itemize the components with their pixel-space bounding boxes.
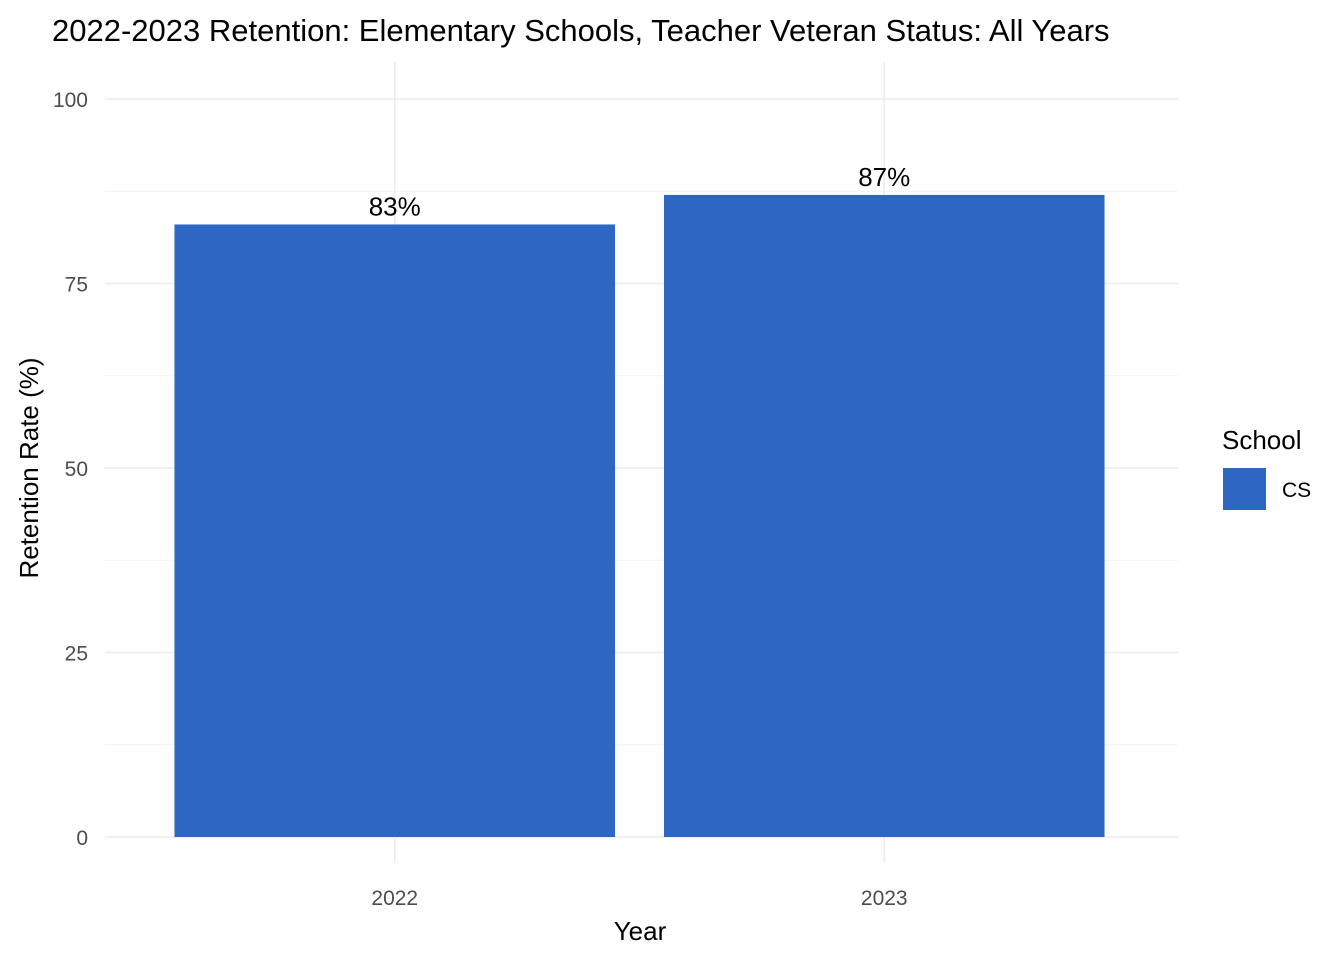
bar-2022: [174, 224, 616, 837]
data-labels: 83% 87%: [369, 162, 911, 222]
x-tick-label: 2022: [371, 887, 418, 910]
y-axis-ticks: 0 25 50 75 100: [53, 89, 88, 850]
legend-label-cs: CS: [1282, 479, 1311, 502]
y-tick-label: 50: [65, 458, 88, 481]
y-tick-label: 0: [76, 827, 88, 850]
y-tick-label: 100: [53, 89, 88, 112]
y-tick-label: 25: [65, 643, 88, 666]
y-axis-title: Retention Rate (%): [14, 357, 44, 578]
x-axis-title: Year: [614, 916, 667, 946]
x-tick-label: 2023: [861, 887, 908, 910]
bar-2023: [663, 194, 1105, 837]
data-label-2022: 83%: [369, 191, 421, 221]
legend: School CS: [1222, 425, 1311, 510]
y-tick-label: 75: [65, 274, 88, 297]
data-label-2023: 87%: [858, 162, 910, 192]
bars: [174, 194, 1105, 837]
legend-title: School: [1222, 425, 1302, 455]
x-axis-ticks: 2022 2023: [371, 887, 907, 910]
legend-key-cs: [1223, 468, 1266, 510]
chart-title: 2022-2023 Retention: Elementary Schools,…: [52, 13, 1110, 48]
